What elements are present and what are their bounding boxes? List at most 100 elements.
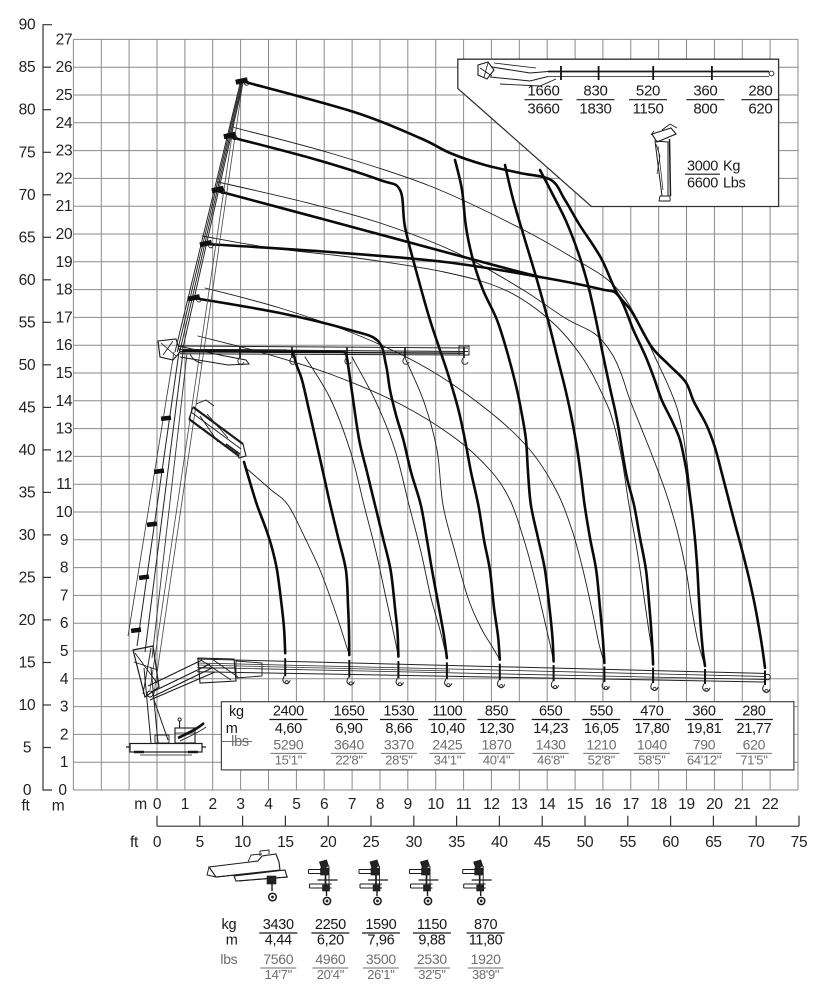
svg-text:45: 45	[19, 399, 36, 416]
svg-text:0: 0	[153, 796, 162, 813]
svg-text:34'1": 34'1"	[434, 753, 462, 768]
svg-text:32'5": 32'5"	[418, 967, 446, 982]
svg-text:15: 15	[19, 655, 36, 672]
svg-text:790: 790	[693, 737, 716, 753]
svg-text:18: 18	[650, 796, 667, 813]
svg-text:620: 620	[748, 101, 772, 118]
svg-text:20: 20	[56, 226, 73, 243]
svg-text:15'1": 15'1"	[275, 753, 303, 768]
svg-text:Kg: Kg	[723, 159, 740, 175]
svg-text:4,44: 4,44	[265, 933, 292, 949]
svg-text:lbs: lbs	[220, 951, 237, 967]
svg-text:1870: 1870	[482, 737, 512, 753]
svg-text:1: 1	[60, 754, 68, 771]
svg-text:10: 10	[234, 834, 251, 851]
svg-text:800: 800	[693, 101, 717, 118]
svg-text:2: 2	[209, 796, 217, 813]
svg-text:18: 18	[56, 282, 73, 299]
svg-text:470: 470	[640, 704, 664, 720]
svg-text:15: 15	[56, 365, 73, 382]
svg-text:1660: 1660	[527, 83, 559, 100]
svg-text:38'9": 38'9"	[472, 967, 500, 982]
svg-text:14: 14	[56, 393, 73, 410]
svg-text:5: 5	[292, 796, 300, 813]
svg-text:4960: 4960	[315, 951, 345, 967]
svg-text:9,88: 9,88	[418, 933, 445, 949]
svg-text:10: 10	[427, 796, 444, 813]
svg-text:23: 23	[56, 143, 73, 160]
svg-text:830: 830	[583, 83, 607, 100]
svg-text:5: 5	[60, 643, 68, 660]
svg-text:6: 6	[60, 615, 68, 632]
svg-text:2: 2	[60, 726, 68, 743]
svg-text:3500: 3500	[366, 951, 396, 967]
svg-text:10: 10	[19, 697, 36, 714]
svg-text:4,60: 4,60	[275, 721, 302, 737]
svg-text:16: 16	[56, 337, 73, 354]
svg-text:40'4": 40'4"	[483, 753, 511, 768]
svg-text:6600: 6600	[687, 176, 718, 192]
svg-text:64'12": 64'12"	[687, 753, 722, 768]
svg-text:3000: 3000	[687, 159, 718, 175]
svg-text:0: 0	[23, 782, 32, 799]
svg-text:19: 19	[678, 796, 695, 813]
svg-text:11,80: 11,80	[469, 933, 503, 949]
svg-text:5290: 5290	[273, 737, 303, 753]
svg-text:9: 9	[404, 796, 412, 813]
svg-text:1210: 1210	[586, 737, 616, 753]
svg-text:5: 5	[196, 834, 204, 851]
svg-text:7,96: 7,96	[367, 933, 394, 949]
svg-text:m: m	[226, 721, 238, 737]
svg-text:360: 360	[693, 83, 717, 100]
svg-text:3640: 3640	[334, 737, 364, 753]
svg-text:280: 280	[742, 704, 766, 720]
svg-text:12: 12	[483, 796, 500, 813]
svg-text:14,23: 14,23	[533, 721, 568, 737]
svg-text:65: 65	[19, 229, 36, 246]
svg-text:3430: 3430	[263, 917, 294, 933]
svg-text:650: 650	[539, 704, 563, 720]
svg-text:35: 35	[19, 484, 36, 501]
svg-text:ft: ft	[130, 834, 139, 851]
svg-text:7: 7	[60, 587, 68, 604]
svg-text:1150: 1150	[632, 101, 663, 118]
svg-text:Lbs: Lbs	[723, 176, 746, 192]
svg-text:25: 25	[363, 834, 380, 851]
svg-text:620: 620	[743, 737, 766, 753]
svg-text:26: 26	[56, 59, 73, 76]
svg-text:16: 16	[595, 796, 612, 813]
svg-text:kg: kg	[229, 704, 244, 720]
svg-text:8: 8	[60, 560, 68, 577]
svg-text:40: 40	[19, 442, 36, 459]
svg-text:kg: kg	[222, 917, 237, 933]
svg-text:24: 24	[56, 115, 73, 132]
svg-text:22: 22	[762, 796, 779, 813]
svg-text:45: 45	[534, 834, 551, 851]
svg-text:21: 21	[56, 198, 73, 215]
svg-text:15: 15	[277, 834, 294, 851]
svg-text:75: 75	[19, 144, 36, 161]
svg-text:m: m	[226, 933, 238, 949]
svg-text:1650: 1650	[333, 704, 364, 720]
svg-text:19,81: 19,81	[687, 721, 722, 737]
svg-text:0: 0	[153, 834, 162, 851]
svg-text:520: 520	[636, 83, 660, 100]
svg-text:280: 280	[748, 83, 772, 100]
svg-text:22'8": 22'8"	[335, 753, 363, 768]
svg-text:17: 17	[622, 796, 639, 813]
svg-text:60: 60	[19, 272, 36, 289]
svg-text:55: 55	[619, 834, 636, 851]
svg-text:11: 11	[456, 796, 472, 813]
svg-text:12,30: 12,30	[479, 721, 514, 737]
svg-text:8: 8	[376, 796, 384, 813]
svg-text:3: 3	[236, 796, 244, 813]
svg-text:20: 20	[19, 612, 36, 629]
svg-text:19: 19	[56, 254, 73, 271]
svg-text:46'8": 46'8"	[537, 753, 565, 768]
svg-text:26'1": 26'1"	[367, 967, 395, 982]
svg-text:21: 21	[734, 796, 751, 813]
svg-text:11: 11	[56, 476, 72, 493]
svg-text:16,05: 16,05	[584, 721, 619, 737]
svg-text:3370: 3370	[384, 737, 414, 753]
svg-text:13: 13	[511, 796, 528, 813]
